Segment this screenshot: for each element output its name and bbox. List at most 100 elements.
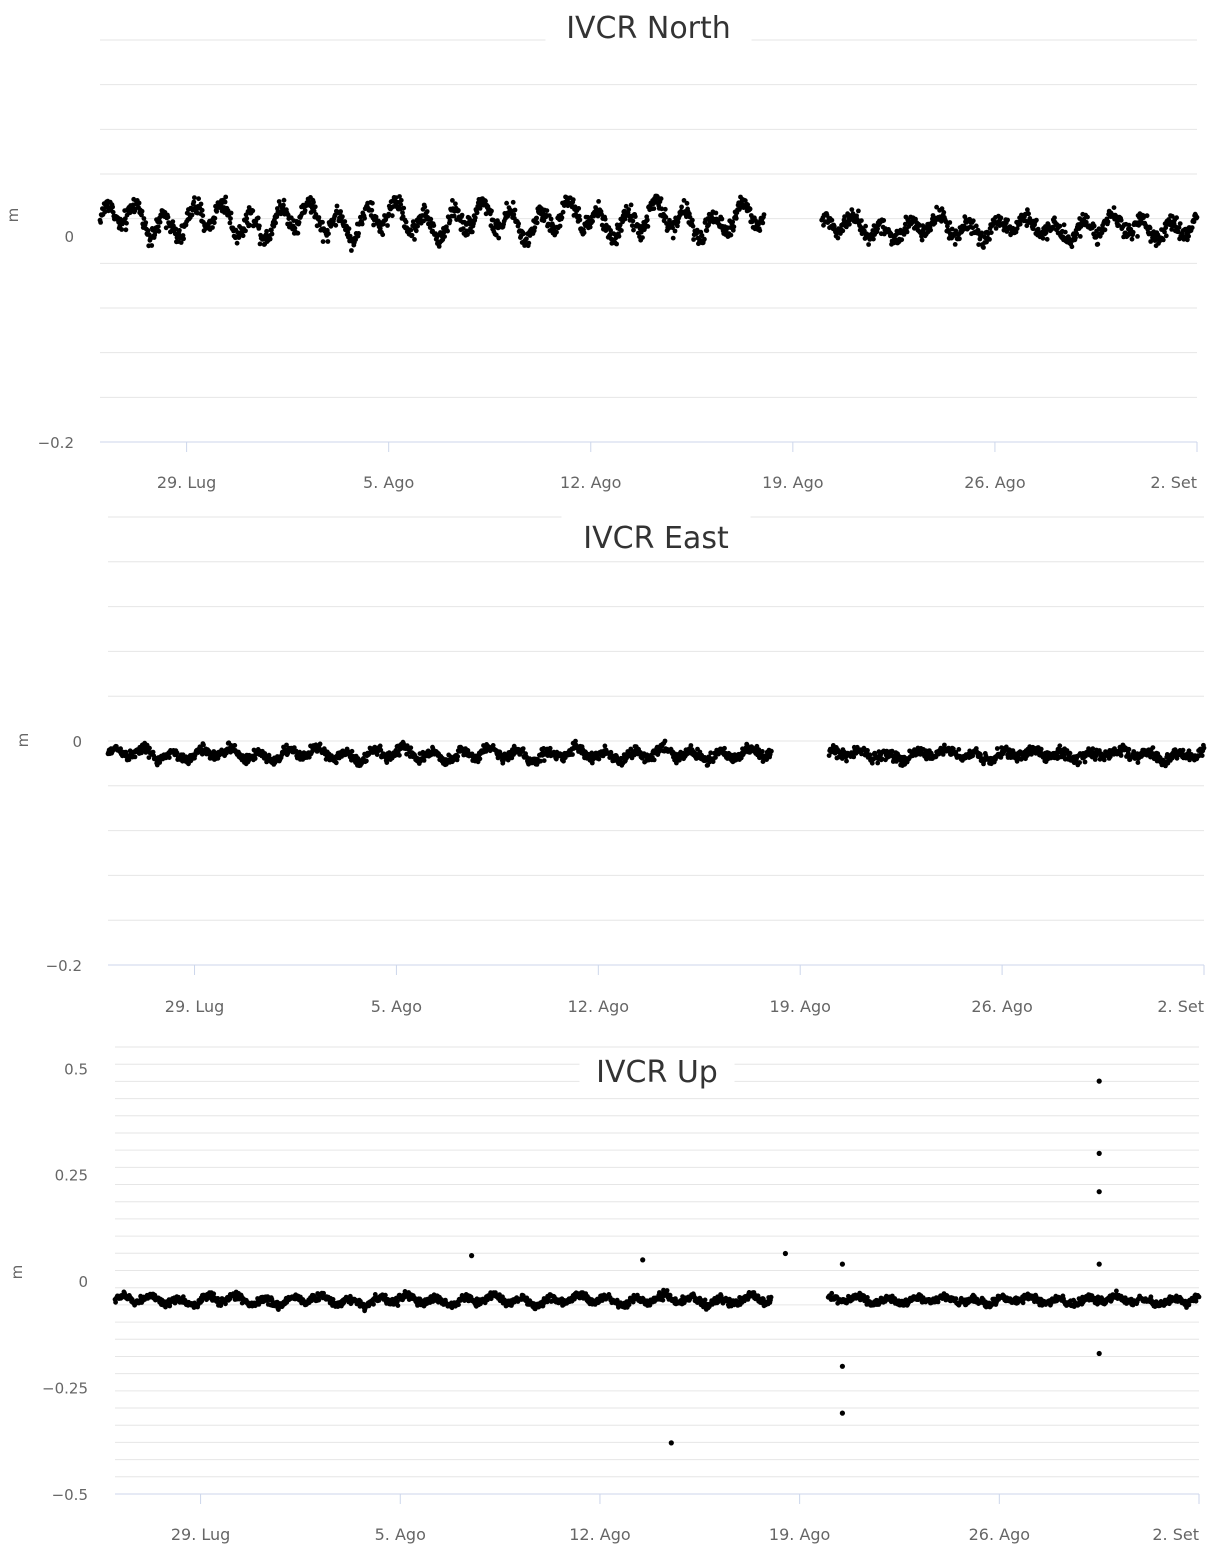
data-point <box>1174 215 1179 221</box>
data-point <box>377 743 383 749</box>
data-point <box>372 1292 378 1297</box>
data-point <box>174 750 180 756</box>
data-point <box>472 215 478 221</box>
data-point <box>123 749 129 755</box>
data-point <box>1163 225 1169 231</box>
data-point <box>667 1292 673 1298</box>
data-point <box>534 215 539 221</box>
data-point <box>224 750 229 756</box>
data-point <box>745 202 751 208</box>
data-point <box>690 223 696 229</box>
data-point <box>1010 748 1016 753</box>
data-point <box>346 226 352 232</box>
data-point <box>362 215 367 221</box>
data-point <box>385 223 390 228</box>
data-point <box>266 752 272 758</box>
data-point <box>544 208 550 214</box>
data-point <box>132 754 138 760</box>
data-point <box>1062 229 1068 235</box>
data-point <box>1101 757 1107 763</box>
data-point <box>201 742 206 748</box>
x-tick-label: 26. Ago <box>969 1525 1030 1544</box>
data-point <box>474 210 480 216</box>
data-point <box>189 212 195 218</box>
data-point <box>296 220 302 225</box>
data-point <box>436 244 442 249</box>
y-axis-title: m <box>8 1265 26 1280</box>
y-tick-label: 0 <box>78 1273 88 1291</box>
data-point <box>979 230 985 236</box>
data-point <box>196 196 202 202</box>
chart-panel-east: 29. Lug 5. Ago 12. Ago 19. Ago 26. Ago 2. Set… <box>0 512 1207 1032</box>
data-point <box>276 199 282 204</box>
data-point <box>403 219 409 225</box>
data-point <box>919 237 925 243</box>
data-point <box>1125 750 1131 756</box>
data-point <box>145 228 151 233</box>
data-point <box>1135 234 1140 239</box>
data-point <box>312 204 318 210</box>
data-point <box>691 237 696 242</box>
data-point <box>149 243 155 248</box>
data-point <box>760 749 765 754</box>
data-point <box>663 214 669 220</box>
data-point <box>345 230 351 235</box>
data-point <box>616 233 622 239</box>
data-point <box>831 223 837 229</box>
x-tick-label: 29. Lug <box>171 1525 230 1544</box>
data-point <box>630 218 636 224</box>
data-point <box>947 220 953 225</box>
data-point <box>694 227 700 233</box>
data-point <box>364 758 369 764</box>
data-point <box>573 738 578 744</box>
data-point <box>1014 758 1020 764</box>
data-point <box>370 200 375 206</box>
data-point <box>622 216 628 222</box>
chart-panel-up: 29. Lug 5. Ago 12. Ago 19. Ago 26. Ago 2. Set… <box>0 1032 1207 1546</box>
data-point <box>139 750 145 756</box>
data-point <box>356 231 361 236</box>
data-point <box>223 194 229 200</box>
data-point <box>269 227 274 233</box>
data-point <box>847 221 852 227</box>
data-point <box>1044 236 1050 242</box>
data-point <box>177 228 182 233</box>
data-point <box>284 742 289 748</box>
data-point <box>371 222 376 228</box>
data-point <box>490 217 496 223</box>
data-point <box>988 230 994 236</box>
x-tick-label: 12. Ago <box>568 997 629 1016</box>
data-point <box>1034 217 1039 223</box>
data-point <box>512 207 518 213</box>
data-point <box>1052 215 1057 221</box>
data-point <box>728 232 734 238</box>
data-point <box>1180 747 1186 753</box>
chart-title: IVCR East <box>583 521 729 556</box>
data-point <box>455 754 461 759</box>
data-point <box>516 221 521 227</box>
data-point <box>1024 223 1030 229</box>
chart-up-svg: 29. Lug 5. Ago 12. Ago 19. Ago 26. Ago 2. Set… <box>8 1046 1202 1544</box>
data-point <box>532 225 538 231</box>
data-point <box>401 205 407 211</box>
data-point <box>1061 752 1067 758</box>
data-point <box>708 750 714 756</box>
data-point <box>397 752 402 758</box>
data-point <box>904 229 910 235</box>
data-point <box>840 228 846 234</box>
data-point <box>902 221 908 227</box>
x-tick-label: 5. Ago <box>363 473 414 492</box>
data-point <box>1074 231 1080 237</box>
data-point <box>505 757 511 763</box>
data-point <box>1135 760 1141 765</box>
data-point <box>456 208 461 213</box>
data-point <box>141 216 147 221</box>
data-point <box>293 748 299 754</box>
data-point <box>147 745 152 751</box>
data-point <box>626 207 632 212</box>
data-point <box>267 236 273 242</box>
data-point <box>1057 223 1063 229</box>
data-point <box>945 223 950 229</box>
data-point <box>1201 745 1207 751</box>
data-point <box>1014 226 1020 231</box>
